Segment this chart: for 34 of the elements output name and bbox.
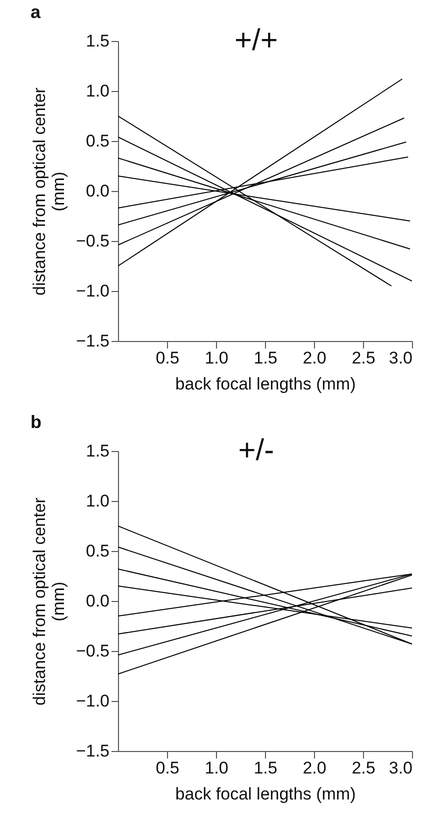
y-tick-label: 0.5 bbox=[86, 542, 110, 560]
y-tick-label: −0.5 bbox=[76, 642, 110, 660]
text: a bbox=[30, 2, 42, 22]
y-axis-title: distance from optical center (mm) bbox=[30, 87, 68, 296]
x-tick-label: 1.5 bbox=[254, 348, 278, 368]
y-tick-label: −0.5 bbox=[76, 232, 110, 250]
x-tick-label: 0.5 bbox=[156, 348, 180, 368]
y-tick-label: 1.0 bbox=[86, 492, 110, 510]
x-tick-label: 2.5 bbox=[352, 758, 376, 778]
x-tick-label: 1.0 bbox=[204, 348, 228, 368]
x-tick-label: 1.0 bbox=[204, 758, 228, 778]
y-tick-label: −1.0 bbox=[76, 692, 110, 710]
y-tick-label: 1.5 bbox=[86, 32, 110, 50]
x-axis-title: back focal lengths (mm) bbox=[175, 784, 356, 804]
x-tick-label: 3.0 bbox=[388, 348, 412, 368]
y-tick-label: −1.0 bbox=[76, 282, 110, 300]
y-tick-label: 1.0 bbox=[86, 82, 110, 100]
annotation: +/- bbox=[238, 434, 274, 467]
y-tick-label: −1.5 bbox=[76, 332, 110, 350]
y-tick-label: 0.5 bbox=[86, 132, 110, 150]
y-axis-title: distance from optical center (mm) bbox=[30, 497, 68, 706]
text: b bbox=[30, 412, 42, 432]
y-tick-label: −1.5 bbox=[76, 742, 110, 760]
x-axis-title: back focal lengths (mm) bbox=[175, 374, 356, 394]
x-tick-label: 1.5 bbox=[254, 758, 278, 778]
y-tick-label: 0.0 bbox=[86, 182, 110, 200]
y-tick-label: 0.0 bbox=[86, 592, 110, 610]
x-tick-label: 3.0 bbox=[388, 758, 412, 778]
x-tick-label: 2.0 bbox=[302, 758, 326, 778]
annotation: +/+ bbox=[234, 24, 278, 57]
x-tick-label: 0.5 bbox=[156, 758, 180, 778]
x-tick-label: 2.0 bbox=[302, 348, 326, 368]
x-tick-label: 2.5 bbox=[352, 348, 376, 368]
y-tick-label: 1.5 bbox=[86, 442, 110, 460]
